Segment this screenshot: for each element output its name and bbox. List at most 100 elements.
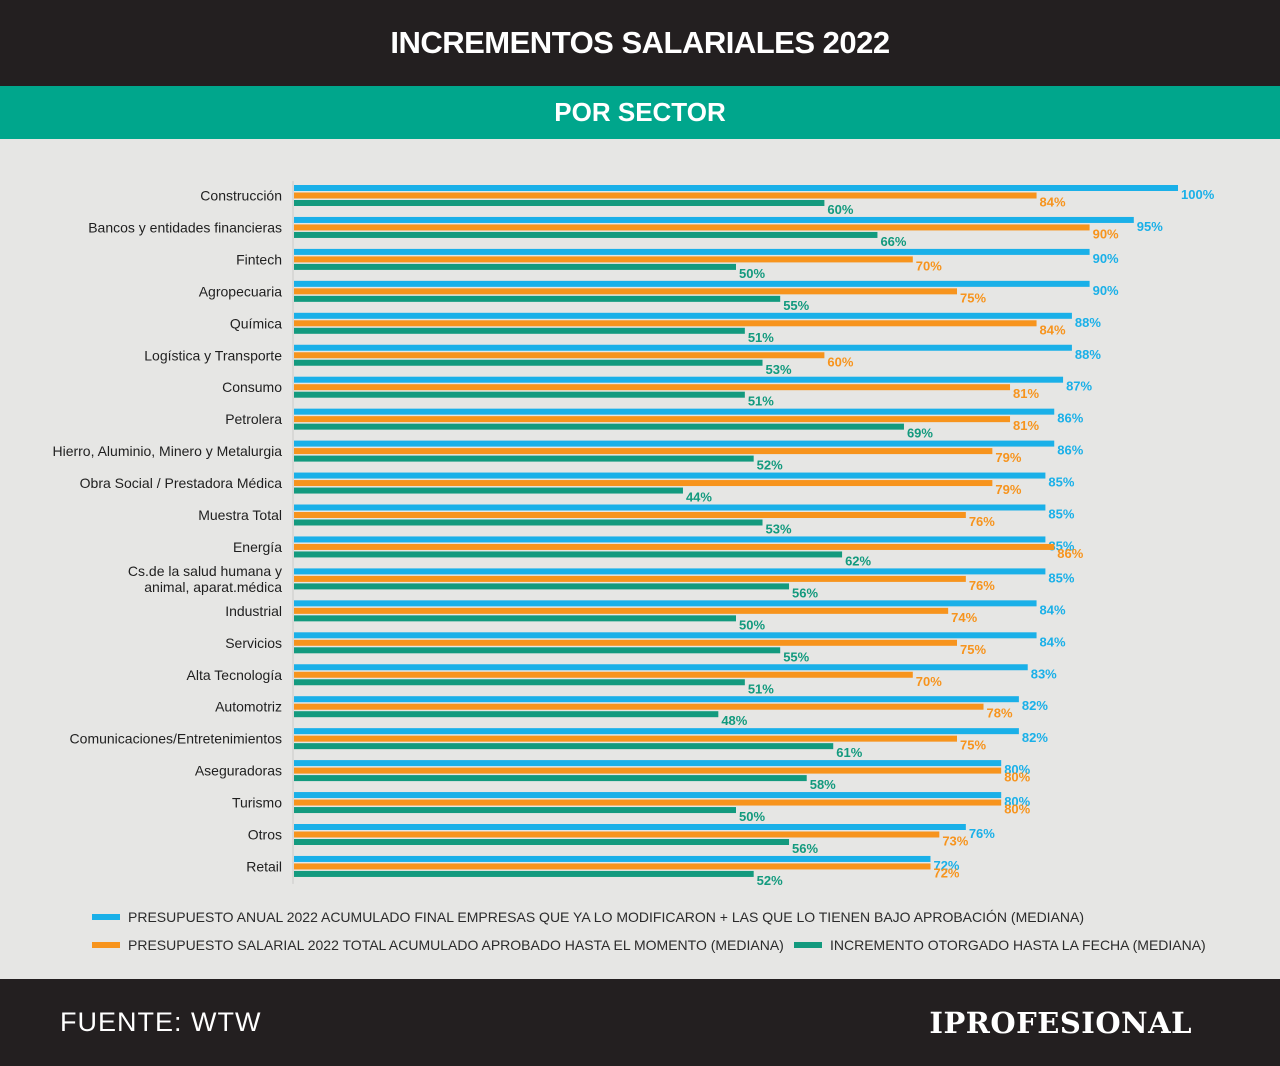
data-label-series-2: 80% (1004, 770, 1030, 785)
category-label: Energía (233, 539, 282, 555)
bar-series-1 (294, 568, 1046, 575)
data-label-series-1: 84% (1040, 634, 1066, 649)
bar-series-1 (294, 344, 1072, 351)
bar-series-2 (294, 671, 913, 678)
data-label-series-3: 58% (810, 777, 836, 792)
data-label-series-2: 70% (916, 258, 942, 273)
data-label-series-1: 90% (1093, 251, 1119, 266)
bar-series-2 (294, 192, 1037, 199)
footer-band: FUENTE: WTW IPROFESIONAL (0, 979, 1280, 1066)
bar-series-2 (294, 575, 966, 582)
bar-series-3 (294, 839, 790, 845)
bar-series-1 (294, 248, 1090, 255)
data-label-series-1: 85% (1048, 538, 1074, 553)
data-label-series-3: 66% (880, 234, 906, 249)
data-label-series-1: 80% (1004, 762, 1030, 777)
bar-series-1 (294, 312, 1072, 319)
data-label-series-2: 84% (1040, 322, 1066, 337)
bar-series-1 (294, 280, 1090, 287)
bar-series-1 (294, 536, 1046, 543)
legend-swatch-orange (92, 942, 120, 948)
data-label-series-1: 86% (1057, 411, 1083, 426)
bar-series-2 (294, 448, 993, 455)
bar-series-3 (294, 775, 807, 782)
bar-chart: Construcción 100% 84% 60% Bancos y entidades… (52, 181, 1215, 888)
data-label-series-2: 75% (960, 642, 986, 657)
bar-series-3 (294, 455, 754, 462)
bar-series-1 (294, 185, 1178, 191)
bar-series-1 (294, 760, 1002, 767)
bar-series-1 (294, 696, 1019, 703)
bar-series-3 (294, 551, 843, 558)
data-label-series-1: 88% (1075, 315, 1101, 330)
category-label: Muestra Total (198, 507, 282, 523)
data-label-series-2: 80% (1004, 802, 1030, 817)
data-label-series-2: 84% (1040, 195, 1066, 210)
data-label-series-3: 44% (686, 490, 712, 505)
chart-subtitle: POR SECTOR (0, 86, 1280, 139)
category-label: Agropecuaria (199, 283, 282, 299)
data-label-series-2: 86% (1057, 546, 1083, 561)
bar-series-1 (294, 504, 1046, 511)
data-label-series-3: 48% (721, 713, 747, 728)
category-label: Bancos y entidades financieras (88, 219, 282, 235)
category-label: Alta Tecnología (187, 667, 283, 683)
chart-area: Construcción 100% 84% 60% Bancos y entidades… (0, 139, 1280, 979)
data-label-series-1: 86% (1057, 443, 1083, 458)
legend-swatch-blue (92, 914, 120, 920)
data-label-series-1: 100% (1181, 187, 1215, 202)
bar-series-2 (294, 384, 1011, 391)
data-label-series-1: 85% (1048, 507, 1074, 522)
bar-series-3 (294, 200, 825, 206)
bar-series-1 (294, 600, 1037, 607)
data-label-series-2: 81% (1013, 418, 1039, 433)
legend-label-series-1: PRESUPUESTO ANUAL 2022 ACUMULADO FINAL E… (128, 909, 1085, 925)
data-label-series-2: 76% (969, 578, 995, 593)
data-label-series-2: 90% (1093, 226, 1119, 241)
bar-series-2 (294, 320, 1037, 327)
data-label-series-3: 51% (748, 681, 774, 696)
category-label: Hierro, Aluminio, Minero y Metalurgia (52, 443, 282, 459)
bar-series-3 (294, 391, 745, 398)
category-label: Cs.de la salud humana y animal, aparat.mé… (128, 563, 282, 595)
data-label-series-3: 55% (783, 298, 809, 313)
data-label-series-2: 75% (960, 290, 986, 305)
data-label-series-2: 79% (995, 482, 1021, 497)
data-label-series-2: 81% (1013, 386, 1039, 401)
data-label-series-3: 61% (836, 745, 862, 760)
data-label-series-1: 83% (1031, 666, 1057, 681)
legend-label-series-2: PRESUPUESTO SALARIAL 2022 TOTAL ACUMULAD… (128, 937, 784, 953)
bar-series-1 (294, 472, 1046, 479)
bar-series-3 (294, 679, 745, 686)
bar-series-1 (294, 792, 1002, 799)
bar-series-2 (294, 543, 1055, 550)
category-label: Obra Social / Prestadora Médica (80, 475, 283, 491)
data-label-series-1: 85% (1048, 475, 1074, 490)
category-label: Automotriz (215, 699, 282, 715)
bar-series-1 (294, 440, 1055, 447)
data-label-series-3: 51% (748, 330, 774, 345)
chart-title: INCREMENTOS SALARIALES 2022 (0, 0, 1280, 86)
data-label-series-3: 52% (757, 458, 783, 473)
data-label-series-2: 79% (995, 450, 1021, 465)
bar-series-3 (294, 807, 736, 814)
category-label: Construcción (200, 188, 282, 204)
legend-item-series-1: PRESUPUESTO ANUAL 2022 ACUMULADO FINAL E… (92, 909, 1084, 925)
category-label: Industrial (225, 603, 282, 619)
data-label-series-2: 76% (969, 514, 995, 529)
bar-series-1 (294, 824, 966, 830)
data-label-series-1: 76% (969, 826, 995, 841)
bar-series-2 (294, 703, 984, 710)
legend-item-series-3: INCREMENTO OTORGADO HASTA LA FECHA (MEDI… (794, 937, 1206, 953)
data-label-series-2: 73% (942, 834, 968, 849)
bar-series-3 (294, 743, 834, 750)
data-label-series-3: 56% (792, 585, 818, 600)
bar-series-3 (294, 711, 719, 718)
category-label: Aseguradoras (195, 763, 282, 779)
bar-series-2 (294, 767, 1002, 774)
data-label-series-1: 88% (1075, 347, 1101, 362)
bar-series-2 (294, 863, 931, 870)
source-text: FUENTE: WTW (60, 1007, 262, 1037)
bar-series-1 (294, 728, 1019, 735)
legend-swatch-green (794, 942, 822, 948)
